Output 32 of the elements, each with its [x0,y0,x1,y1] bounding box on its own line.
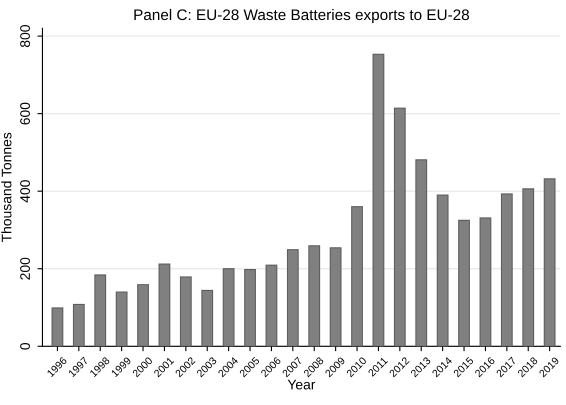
y-tick-label: 0 [20,342,30,350]
y-tick-label: 400 [20,180,30,202]
y-axis-title: Thousand Tonnes [1,132,12,242]
bar [180,276,192,346]
bar [158,264,170,346]
bar [201,290,214,346]
bar [222,268,235,346]
bar [94,274,106,346]
bar [415,159,428,346]
bar [436,194,449,346]
bar [266,264,278,346]
bar [137,284,149,346]
y-tick-label: 600 [20,102,30,125]
bar [351,206,363,346]
bar [308,245,320,346]
chart-title: Panel C: EU-28 Waste Batteries exports to EU-28 [134,8,470,24]
bar [522,188,534,346]
y-tick-label: 800 [20,25,30,48]
bar [244,268,256,346]
bar [480,217,492,346]
bar [286,249,299,346]
bar [116,291,128,346]
bar [394,108,406,346]
bar [330,247,342,346]
bar [72,304,85,346]
x-axis-title: Year [288,380,316,390]
bar [458,220,470,346]
y-tick-label: 200 [20,258,30,280]
bar [500,193,513,346]
bar [52,307,64,346]
bar [544,178,556,346]
bar [372,54,384,346]
